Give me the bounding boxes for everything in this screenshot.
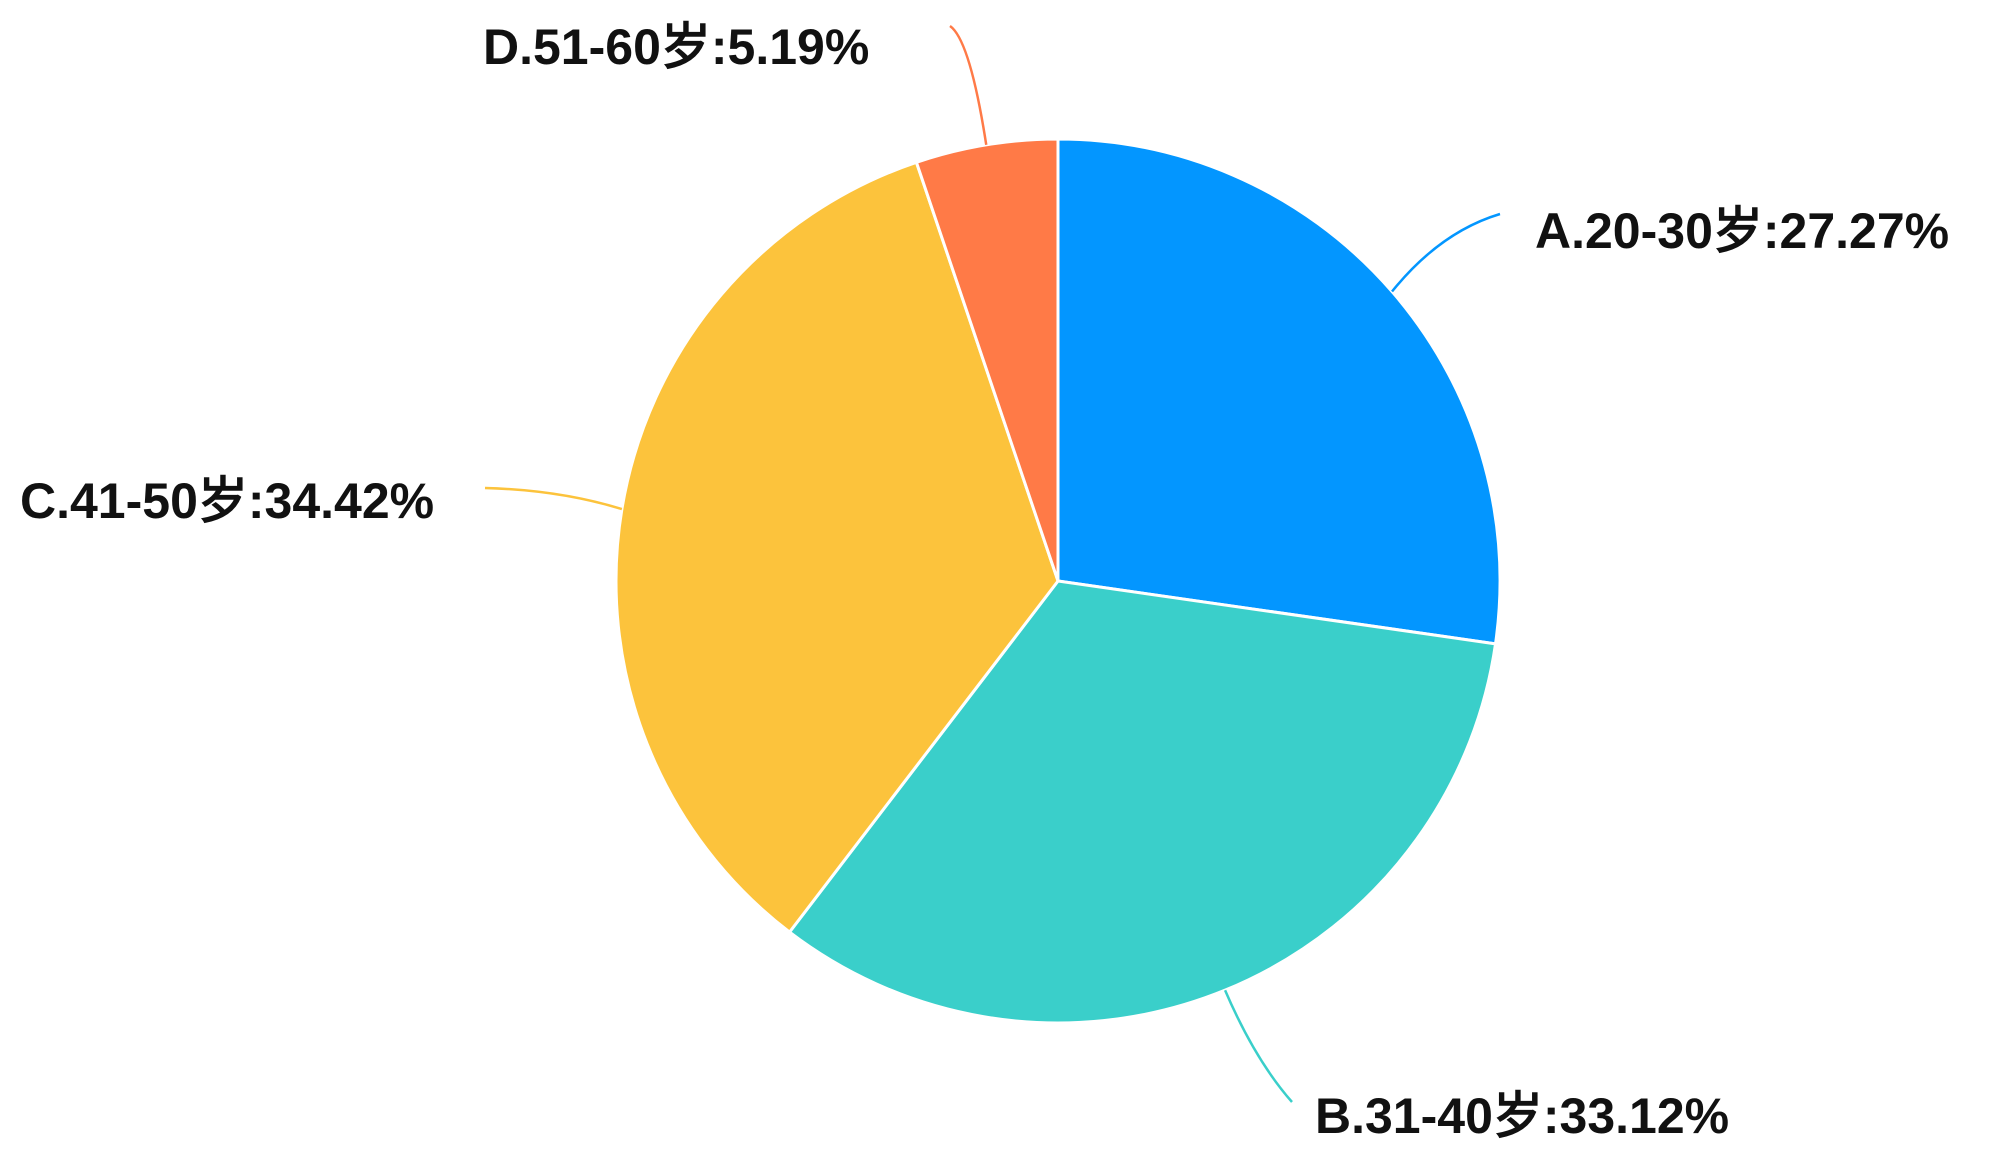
leader-line-a <box>1391 212 1501 293</box>
pie-slice-a <box>1056 137 1502 646</box>
pie-slice-c <box>614 160 1060 934</box>
leader-line-b <box>1223 989 1293 1103</box>
leader-line-d <box>949 24 988 146</box>
leader-line-c <box>484 486 623 511</box>
slice-label-b: B.31-40岁:33.12% <box>1315 1088 1729 1144</box>
slice-label-c: C.41-50岁:34.42% <box>20 473 434 529</box>
slice-label-d: D.51-60岁:5.19% <box>483 19 869 75</box>
pie-slices <box>614 137 1502 1025</box>
leader-lines <box>484 24 1501 1103</box>
pie-slice-d <box>914 137 1060 583</box>
pie-slice-b <box>788 579 1498 1025</box>
slice-labels: A.20-30岁:27.27% B.31-40岁:33.12% C.41-50岁… <box>20 19 1949 1144</box>
slice-label-a: A.20-30岁:27.27% <box>1535 203 1949 259</box>
